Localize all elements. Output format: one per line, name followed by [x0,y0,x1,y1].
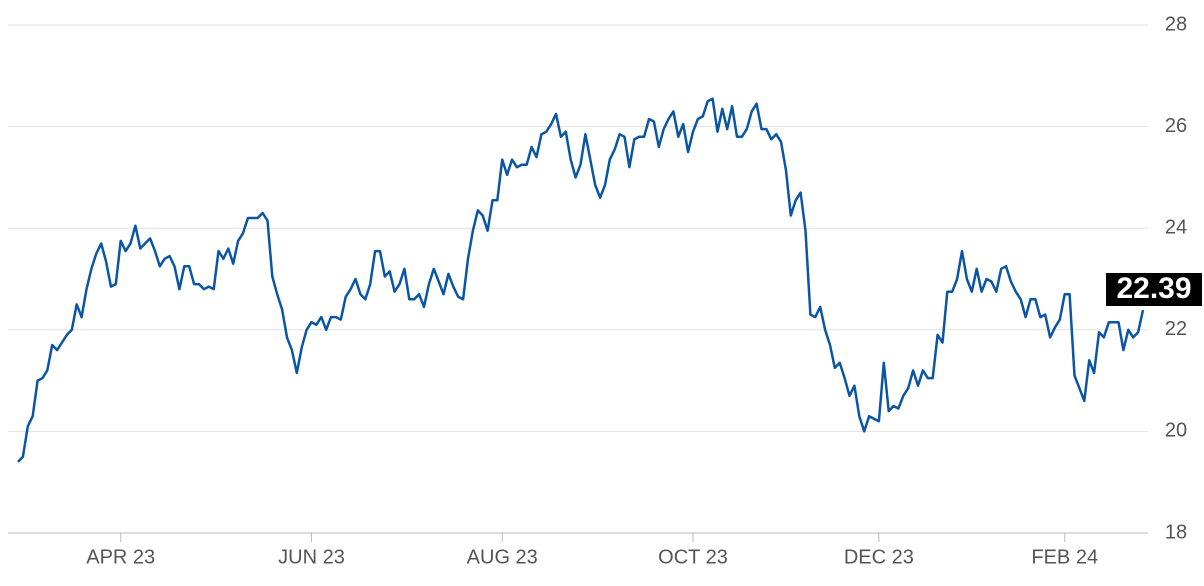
y-tick-label: 24 [1165,216,1187,238]
y-tick-label: 18 [1165,521,1187,543]
y-tick-label: 26 [1165,115,1187,137]
x-tick-label: FEB 24 [1031,546,1098,568]
last-price-label: 22.39 [1116,272,1191,305]
price-line [17,97,1145,463]
last-price-box [1106,272,1202,306]
y-tick-label: 28 [1165,13,1187,35]
y-tick-label: 22 [1165,318,1187,340]
x-tick-label: APR 23 [86,546,155,568]
y-tick-label: 20 [1165,420,1187,442]
x-tick-label: DEC 23 [844,546,914,568]
x-tick-label: OCT 23 [658,546,728,568]
x-tick-label: AUG 23 [467,546,538,568]
x-tick-label: JUN 23 [278,546,345,568]
